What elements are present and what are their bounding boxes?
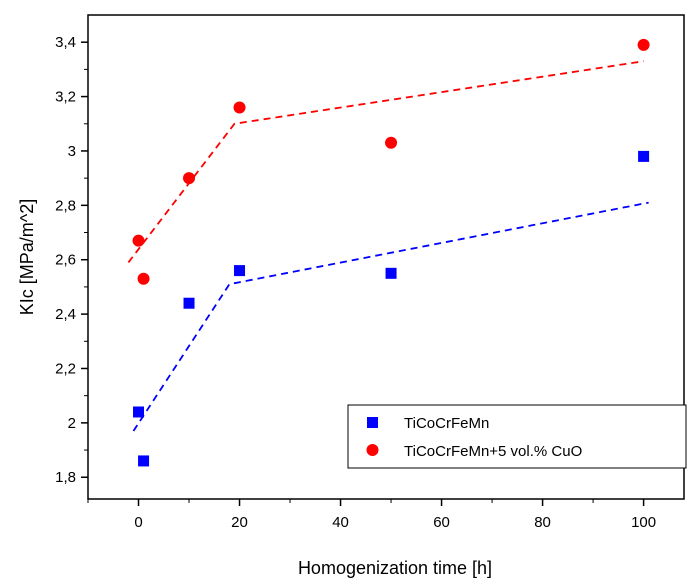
- y-tick-label: 2,8: [55, 197, 76, 214]
- data-point-series-1: [183, 172, 196, 185]
- data-point-series-0: [234, 265, 246, 277]
- tick-labels: 0 20 40 60 80 100 1,8 2 2,2 2,4 2,6 2,8 3 3,2 3,4: [55, 34, 656, 531]
- data-point-series-1: [233, 101, 246, 114]
- x-tick-label: 0: [134, 514, 142, 531]
- x-tick-label: 20: [231, 514, 248, 531]
- plot-frame: [87, 14, 685, 500]
- x-tick-label: 100: [631, 514, 656, 531]
- legend: TiCoCrFeMn TiCoCrFeMn+5 vol.% CuO: [347, 404, 687, 469]
- data-point-series-0: [638, 150, 650, 162]
- y-tick-label: 3,4: [55, 34, 76, 51]
- data-point-series-0: [133, 406, 145, 418]
- legend-box: [347, 404, 687, 469]
- x-tick-label: 40: [332, 514, 349, 531]
- legend-marker-ticocrfemn-cuo: [366, 444, 379, 456]
- y-tick-label: 2: [68, 415, 76, 432]
- data-point-series-0: [138, 455, 150, 467]
- data-point-series-1: [385, 136, 398, 149]
- x-tick-label: 80: [534, 514, 551, 531]
- legend-label-ticocrfemn-cuo: TiCoCrFeMn+5 vol.% CuO: [404, 443, 582, 460]
- trend-lines: [127, 60, 649, 432]
- legend-marker-ticocrfemn: [367, 417, 378, 428]
- x-tick-label: 60: [433, 514, 450, 531]
- data-points: [132, 38, 650, 467]
- data-point-series-0: [183, 297, 195, 309]
- y-tick-label: 1,8: [55, 469, 76, 486]
- y-axis-title: KIc [MPa/m^2]: [17, 199, 37, 315]
- y-tick-label: 2,4: [55, 306, 76, 323]
- x-axis-title: Homogenization time [h]: [298, 558, 492, 578]
- data-point-series-1: [137, 272, 150, 285]
- y-tick-label: 3: [68, 143, 76, 160]
- data-point-series-1: [132, 234, 145, 247]
- data-point-series-0: [385, 267, 397, 279]
- y-tick-label: 2,2: [55, 360, 76, 377]
- trend-line-series-0: [132, 201, 649, 432]
- y-tick-label: 3,2: [55, 89, 76, 106]
- data-point-series-1: [637, 38, 650, 51]
- trend-line-series-1: [127, 60, 644, 263]
- y-tick-label: 2,6: [55, 252, 76, 269]
- tick-marks: [81, 41, 645, 506]
- legend-label-ticocrfemn: TiCoCrFeMn: [404, 415, 489, 432]
